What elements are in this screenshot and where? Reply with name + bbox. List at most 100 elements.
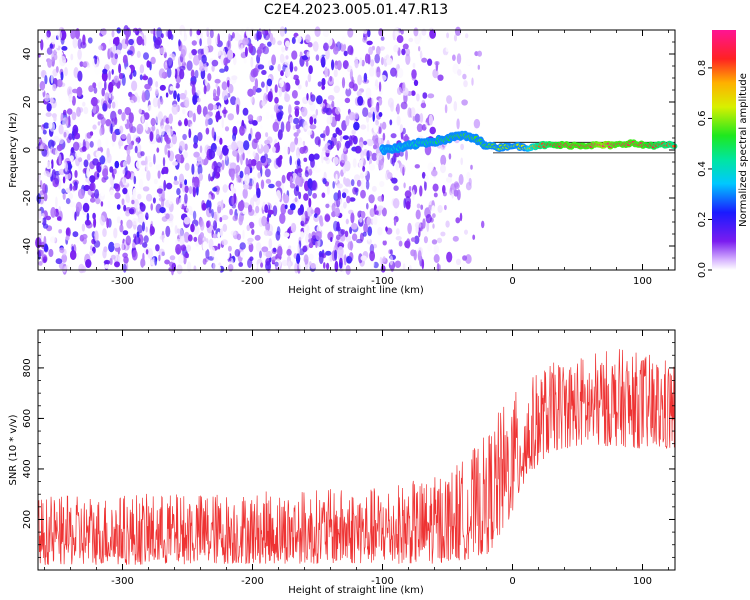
heatmap-cell bbox=[121, 198, 125, 206]
heatmap-cell bbox=[159, 84, 166, 91]
heatmap-cell bbox=[128, 112, 134, 124]
heatmap-cell bbox=[44, 94, 51, 102]
heatmap-cell bbox=[146, 60, 151, 68]
heatmap-cell bbox=[380, 57, 384, 66]
heatmap-cell bbox=[136, 50, 141, 59]
heatmap-cell bbox=[291, 36, 296, 45]
heatmap-cell bbox=[452, 235, 459, 242]
heatmap-cell bbox=[65, 228, 70, 236]
heatmap-cell bbox=[306, 206, 313, 217]
heatmap-cell bbox=[239, 242, 246, 250]
heatmap-cell bbox=[360, 189, 366, 199]
heatmap-cell bbox=[407, 222, 412, 235]
heatmap-cell bbox=[314, 26, 321, 37]
heatmap-cell bbox=[201, 54, 207, 64]
heatmap-cell bbox=[325, 250, 332, 256]
heatmap-cell bbox=[240, 251, 245, 258]
heatmap-cell bbox=[361, 154, 364, 164]
heatmap-cell bbox=[300, 220, 305, 227]
heatmap-cell bbox=[375, 210, 379, 215]
heatmap-cell bbox=[350, 179, 355, 187]
heatmap-cell bbox=[83, 159, 89, 168]
heatmap-cell bbox=[301, 86, 308, 97]
heatmap-cell bbox=[429, 29, 436, 39]
heatmap-cell bbox=[313, 153, 320, 160]
heatmap-cell bbox=[237, 201, 245, 212]
heatmap-cell bbox=[366, 123, 370, 132]
heatmap-cell bbox=[393, 218, 397, 226]
heatmap-cell bbox=[267, 91, 273, 103]
heatmap-cell bbox=[422, 218, 426, 229]
colorbar-tick-label: 0.8 bbox=[697, 60, 708, 76]
heatmap-cell bbox=[134, 207, 142, 216]
heatmap-cell bbox=[436, 237, 443, 244]
heatmap-cell bbox=[67, 261, 72, 267]
heatmap-cell bbox=[175, 82, 180, 89]
heatmap-cell bbox=[137, 95, 141, 103]
heatmap-cell bbox=[455, 217, 461, 224]
heatmap-cell bbox=[236, 174, 240, 183]
heatmap-cell bbox=[379, 46, 386, 51]
heatmap-cell bbox=[301, 106, 308, 117]
heatmap-cell bbox=[344, 140, 351, 149]
heatmap-cell bbox=[126, 133, 132, 145]
heatmap-cell bbox=[363, 72, 368, 83]
heatmap-cell bbox=[41, 126, 44, 138]
heatmap-cell bbox=[66, 108, 73, 115]
heatmap-cell bbox=[308, 253, 314, 261]
heatmap-cell bbox=[347, 45, 354, 56]
heatmap-cell bbox=[468, 177, 472, 186]
heatmap-cell bbox=[452, 54, 456, 61]
heatmap-cell bbox=[166, 38, 170, 47]
heatmap-cell bbox=[71, 95, 76, 106]
heatmap-cell bbox=[279, 79, 284, 88]
heatmap-cell bbox=[440, 154, 447, 167]
heatmap-cell bbox=[231, 75, 238, 81]
snr-y-ticks: 200 400 600 800 bbox=[22, 342, 675, 558]
heatmap-cell bbox=[310, 263, 316, 269]
heatmap-cell bbox=[332, 133, 337, 138]
heatmap-cell bbox=[174, 68, 178, 80]
heatmap-cell bbox=[149, 131, 154, 142]
heatmap-cell bbox=[160, 134, 163, 144]
heatmap-cell bbox=[118, 63, 122, 74]
heatmap-cell bbox=[411, 90, 416, 96]
heatmap-cell bbox=[202, 258, 207, 265]
heatmap-cell bbox=[334, 207, 340, 217]
heatmap-cell bbox=[266, 78, 273, 87]
heatmap-cell bbox=[283, 232, 290, 238]
heatmap-cell bbox=[125, 235, 131, 246]
heatmap-cell bbox=[126, 194, 131, 204]
heatmap-cell bbox=[192, 170, 199, 177]
heatmap-cell bbox=[38, 208, 42, 220]
heatmap-cell bbox=[121, 112, 126, 122]
heatmap-cell bbox=[280, 70, 284, 77]
heatmap-cell bbox=[309, 116, 314, 125]
heatmap-cell bbox=[158, 248, 165, 257]
heatmap-cell bbox=[251, 177, 257, 187]
heatmap-cell bbox=[75, 28, 80, 40]
heatmap-cell bbox=[150, 223, 153, 231]
heatmap-cell bbox=[213, 256, 219, 263]
track-core bbox=[672, 144, 677, 148]
heatmap-cell bbox=[219, 68, 226, 73]
heatmap-cell bbox=[236, 119, 242, 125]
heatmap-cell bbox=[261, 246, 269, 253]
heatmap-cell bbox=[454, 26, 462, 36]
heatmap-cell bbox=[463, 80, 468, 88]
heatmap-cell bbox=[174, 175, 178, 182]
heatmap-cell bbox=[343, 153, 348, 163]
heatmap-cell bbox=[196, 104, 202, 115]
heatmap-cell bbox=[99, 215, 106, 226]
heatmap-cell bbox=[126, 154, 131, 165]
heatmap-cell bbox=[86, 153, 91, 161]
heatmap-cell bbox=[142, 252, 145, 262]
heatmap-cell bbox=[208, 207, 212, 214]
heatmap-cell bbox=[159, 207, 166, 214]
heatmap-cell bbox=[435, 221, 441, 228]
heatmap-cell bbox=[346, 195, 351, 204]
heatmap-cell bbox=[197, 164, 203, 176]
heatmap-cell bbox=[139, 74, 143, 81]
heatmap-cell bbox=[132, 242, 136, 249]
heatmap-cell bbox=[421, 228, 428, 238]
